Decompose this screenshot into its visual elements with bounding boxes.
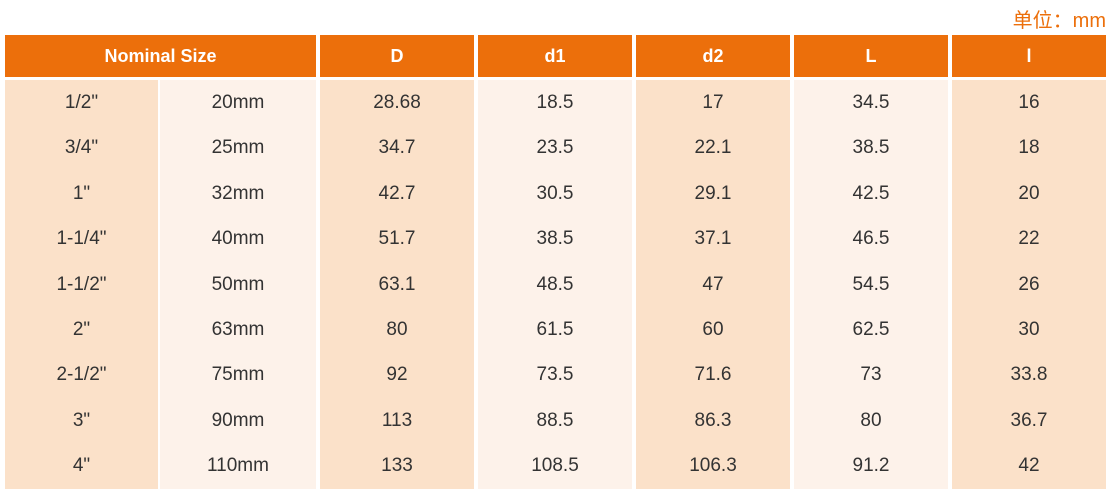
table-cell: 38.5 (478, 216, 632, 263)
table-cell: 2-1/2" (5, 352, 158, 399)
table-cell: 108.5 (478, 443, 632, 490)
unit-label: 单位：mm (1012, 10, 1106, 32)
table-cell: 18.5 (478, 80, 632, 126)
table-cell: 60 (636, 307, 790, 353)
table-cell: 110mm (160, 443, 316, 490)
table-cell: 75mm (160, 352, 316, 399)
table-cell: 73.5 (478, 352, 632, 399)
table-cell: 63.1 (320, 261, 474, 308)
table-cell: 51.7 (320, 216, 474, 263)
table-cell: 1/2" (5, 80, 158, 126)
table-cell: 37.1 (636, 216, 790, 263)
table-cell: 54.5 (794, 261, 948, 308)
table-cell: 80 (320, 307, 474, 353)
table-cell: 22 (952, 216, 1106, 263)
table-cell: 38.5 (794, 125, 948, 172)
table-cell: 1-1/2" (5, 261, 158, 308)
table-cell: 80 (794, 397, 948, 444)
table-cell: 91.2 (794, 443, 948, 490)
header-cell: d2 (636, 35, 790, 77)
table-cell: 18 (952, 125, 1106, 172)
table-cell: 30 (952, 307, 1106, 353)
table-cell: 36.7 (952, 397, 1106, 444)
header-cell: L (794, 35, 948, 77)
table-cell: 73 (794, 352, 948, 399)
table-cell: 46.5 (794, 216, 948, 263)
header-cell: Nominal Size (5, 35, 316, 77)
table-cell: 32mm (160, 170, 316, 217)
table-cell: 47 (636, 261, 790, 308)
table-cell: 106.3 (636, 443, 790, 490)
table-cell: 34.5 (794, 80, 948, 126)
table-cell: 22.1 (636, 125, 790, 172)
table-cell: 17 (636, 80, 790, 126)
table-cell: 63mm (160, 307, 316, 353)
table-cell: 86.3 (636, 397, 790, 444)
table-cell: 88.5 (478, 397, 632, 444)
table-cell: 23.5 (478, 125, 632, 172)
table-cell: 92 (320, 352, 474, 399)
table-cell: 16 (952, 80, 1106, 126)
table-cell: 20mm (160, 80, 316, 126)
table-cell: 42.7 (320, 170, 474, 217)
table-cell: 4" (5, 443, 158, 490)
table-cell: 42 (952, 443, 1106, 490)
table-cell: 71.6 (636, 352, 790, 399)
header-cell: d1 (478, 35, 632, 77)
table-cell: 90mm (160, 397, 316, 444)
table-cell: 26 (952, 261, 1106, 308)
table-cell: 50mm (160, 261, 316, 308)
table-cell: 1-1/4" (5, 216, 158, 263)
header-cell: D (320, 35, 474, 77)
table-cell: 42.5 (794, 170, 948, 217)
table-cell: 34.7 (320, 125, 474, 172)
table-cell: 40mm (160, 216, 316, 263)
table-cell: 3" (5, 397, 158, 444)
table-cell: 113 (320, 397, 474, 444)
table-cell: 62.5 (794, 307, 948, 353)
table-cell: 133 (320, 443, 474, 490)
table-cell: 1" (5, 170, 158, 217)
table-cell: 61.5 (478, 307, 632, 353)
header-cell: l (952, 35, 1106, 77)
table-cell: 2" (5, 307, 158, 353)
table-cell: 28.68 (320, 80, 474, 126)
table-cell: 29.1 (636, 170, 790, 217)
table-cell: 48.5 (478, 261, 632, 308)
table-cell: 33.8 (952, 352, 1106, 399)
table-cell: 25mm (160, 125, 316, 172)
table-cell: 3/4" (5, 125, 158, 172)
table-cell: 20 (952, 170, 1106, 217)
table-cell: 30.5 (478, 170, 632, 217)
